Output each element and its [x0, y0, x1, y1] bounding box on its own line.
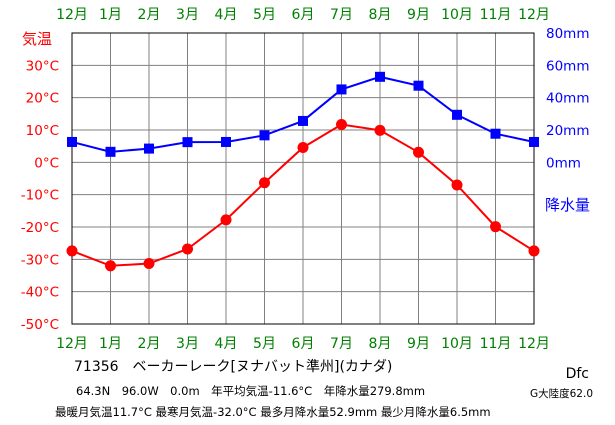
- precipitation-point: [413, 80, 424, 91]
- month-label-bottom: 11月: [480, 336, 512, 352]
- precipitation-point: [452, 109, 462, 120]
- temperature-point: [66, 245, 78, 257]
- month-label-bottom: 6月: [292, 336, 315, 352]
- temperature-point: [490, 221, 501, 233]
- precipitation-point: [490, 128, 501, 139]
- precipitation-axis-title: 降水量: [545, 196, 590, 214]
- month-label-bottom: 12月: [56, 336, 88, 352]
- precipitation-point: [182, 137, 193, 148]
- station-extremes: 最暖月気温11.7°C 最寒月気温-32.0°C 最多月降水量52.9mm 最少…: [55, 405, 491, 419]
- precipitation-tick-label: 60mm: [546, 58, 589, 74]
- month-label-bottom: 8月: [369, 336, 392, 352]
- temperature-point: [259, 177, 270, 189]
- month-label-top: 10月: [441, 7, 473, 23]
- temperature-tick-label: 30°C: [26, 58, 59, 74]
- temperature-point: [528, 245, 540, 257]
- precipitation-tick-label: 80mm: [546, 26, 589, 42]
- precipitation-point: [298, 115, 308, 126]
- temperature-tick-label: -10°C: [21, 188, 59, 204]
- month-label-top: 7月: [330, 7, 353, 23]
- temperature-tick-label: -20°C: [21, 220, 59, 236]
- precipitation-point: [221, 136, 231, 147]
- precipitation-tick-label: 0mm: [546, 155, 581, 171]
- station-name: 71356 ベーカーレーク[ヌナバット準州](カナダ): [74, 359, 393, 375]
- temperature-point: [374, 124, 386, 136]
- month-label-top: 8月: [369, 7, 392, 23]
- precipitation-point: [105, 146, 116, 157]
- climate-class: Dfc: [565, 366, 589, 382]
- temperature-axis-title: 気温: [22, 30, 52, 48]
- month-label-top: 2月: [138, 7, 161, 23]
- month-label-bottom: 2月: [138, 336, 161, 352]
- month-label-bottom: 5月: [253, 336, 276, 352]
- temperature-point: [413, 146, 424, 158]
- month-label-top: 12月: [518, 7, 550, 23]
- temperature-tick-label: 0°C: [34, 155, 59, 171]
- month-label-top: 11月: [480, 7, 512, 23]
- precipitation-point: [259, 130, 270, 141]
- month-label-bottom: 9月: [407, 336, 430, 352]
- temperature-point: [182, 243, 193, 255]
- temperature-point: [451, 179, 463, 191]
- month-label-bottom: 10月: [441, 336, 473, 352]
- continentality-index: G大陸度62.0: [529, 388, 593, 400]
- precipitation-point: [529, 136, 539, 147]
- month-label-top: 12月: [56, 7, 88, 23]
- precipitation-point: [336, 84, 347, 95]
- temperature-point: [297, 141, 309, 153]
- precipitation-point: [67, 136, 77, 147]
- temperature-tick-label: 20°C: [26, 91, 59, 107]
- month-label-bottom: 4月: [215, 336, 238, 352]
- month-label-top: 5月: [253, 7, 276, 23]
- month-label-top: 1月: [99, 7, 122, 23]
- month-label-bottom: 7月: [330, 336, 353, 352]
- temperature-point: [105, 260, 116, 272]
- precipitation-point: [144, 143, 154, 154]
- station-summary: 64.3N 96.0W 0.0m 年平均気温-11.6°C 年降水量279.8m…: [76, 384, 426, 398]
- month-label-bottom: 12月: [518, 336, 550, 352]
- precipitation-tick-label: 40mm: [546, 91, 589, 107]
- precipitation-point: [375, 71, 385, 82]
- temperature-point: [220, 214, 232, 226]
- plot-frame: [71, 32, 535, 325]
- temperature-tick-label: 10°C: [26, 123, 59, 139]
- month-label-top: 9月: [407, 7, 430, 23]
- precipitation-tick-label: 20mm: [546, 123, 589, 139]
- temperature-tick-label: -50°C: [21, 317, 59, 333]
- month-label-bottom: 3月: [176, 336, 199, 352]
- temperature-tick-label: -40°C: [21, 285, 59, 301]
- month-label-top: 3月: [176, 7, 199, 23]
- temperature-point: [143, 258, 155, 270]
- month-label-top: 6月: [292, 7, 315, 23]
- month-label-bottom: 1月: [99, 336, 122, 352]
- temperature-point: [336, 119, 347, 131]
- temperature-tick-label: -30°C: [21, 252, 59, 268]
- month-label-top: 4月: [215, 7, 238, 23]
